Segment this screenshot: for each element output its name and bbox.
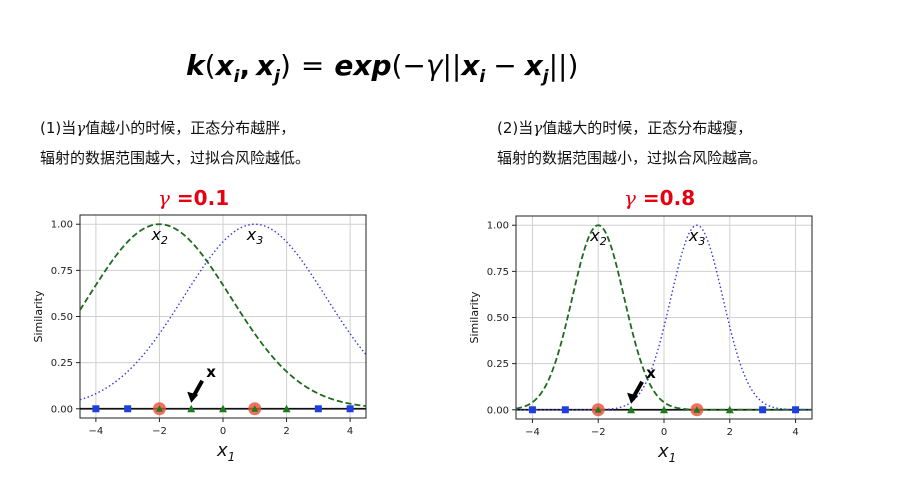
right-note-line-1: (2)当γ值越大的时候，正态分布越瘦， <box>497 113 767 143</box>
green-triangle-point-1 <box>660 405 668 414</box>
y-tick-label-2: 0.50 <box>487 313 509 324</box>
y-axis-label: Similarity <box>468 291 481 343</box>
blue-square-point-3 <box>792 406 800 414</box>
similarity-curve-x3 <box>79 223 367 401</box>
curve-label-x3: x3 <box>246 225 263 247</box>
similarity-curve-x2 <box>515 224 812 411</box>
x-axis-label: x1 <box>657 441 676 465</box>
right-gamma-symbol: γ <box>624 186 636 210</box>
left-gamma-value: =0.1 <box>169 186 230 210</box>
right-gamma-title: γ =0.8 <box>624 186 695 210</box>
left-note-line-2: 辐射的数据范围越大，过拟合风险越低。 <box>40 149 311 167</box>
landmark-marker-1 <box>693 406 701 413</box>
y-tick-label-0: 0.00 <box>51 404 73 415</box>
right-note-prefix: (2)当 <box>497 119 534 137</box>
blue-square-point-0 <box>92 405 100 413</box>
y-tick-label-1: 0.25 <box>487 359 509 370</box>
green-triangle-point-0 <box>187 404 196 413</box>
annotation-arrow-head <box>627 392 639 404</box>
green-triangle-point-2 <box>282 404 291 413</box>
x-tick-label-3: 2 <box>283 426 289 437</box>
left-note-prefix: (1)当 <box>40 119 77 137</box>
kernel-formula: k(xi, xj) = exp(−γ||xi − xj||) <box>186 42 746 88</box>
green-triangle-point-2 <box>725 405 734 414</box>
x-tick-label-1: −2 <box>152 426 167 437</box>
landmark-marker-1 <box>251 405 259 412</box>
left-gamma-symbol: γ <box>158 186 170 210</box>
curve-label-x2: x2 <box>150 225 167 247</box>
y-tick-label-0: 0.00 <box>487 405 509 416</box>
curve-label-x3: x3 <box>688 226 705 248</box>
y-tick-label-1: 0.25 <box>51 358 73 369</box>
right-note-line-2: 辐射的数据范围越小，过拟合风险越高。 <box>497 149 768 167</box>
formula-text: k(xi, xj) = exp(−γ||xi − xj||) <box>186 49 578 87</box>
right-note-gamma: γ <box>533 119 543 137</box>
x-tick-label-3: 2 <box>727 427 733 438</box>
y-tick-label-3: 0.75 <box>487 267 509 278</box>
y-axis-label: Similarity <box>32 290 45 342</box>
landmark-marker-0 <box>155 405 163 412</box>
x-tick-label-4: 4 <box>347 426 353 437</box>
blue-square-point-1 <box>124 405 132 413</box>
left-note-line1-rest: 值越小的时候，正态分布越胖， <box>85 119 296 137</box>
blue-square-point-2 <box>314 405 322 413</box>
x-tick-label-2: 0 <box>661 427 667 438</box>
left-gamma-title: γ =0.1 <box>158 186 229 210</box>
y-tick-label-4: 1.00 <box>51 220 73 231</box>
y-tick-label-2: 0.50 <box>51 312 73 323</box>
x-tick-label-2: 0 <box>220 426 226 437</box>
green-triangle-point-0 <box>627 405 636 414</box>
x-axis-label: x1 <box>216 440 235 464</box>
blue-square-point-2 <box>759 406 767 414</box>
green-triangle-point-1 <box>219 404 227 413</box>
annotation-label: x <box>206 363 216 381</box>
curve-label-x2: x2 <box>589 226 606 248</box>
x-tick-label-1: −2 <box>591 427 606 438</box>
left-note-line-1: (1)当γ值越小的时候，正态分布越胖， <box>40 113 310 143</box>
left-note: (1)当γ值越小的时候，正态分布越胖， 辐射的数据范围越大，过拟合风险越低。 <box>40 113 310 173</box>
annotation-label: x <box>646 364 656 382</box>
right-gamma-value: =0.8 <box>635 186 696 210</box>
right-similarity-chart: x2 x3 −4 −2 0 2 4 0.00 0.25 0.50 0.75 1.00 Similarit… <box>468 215 813 465</box>
right-note-line1-rest: 值越大的时候，正态分布越瘦， <box>542 119 753 137</box>
blue-square-point-3 <box>346 405 354 413</box>
left-note-gamma: γ <box>76 119 86 137</box>
x-tick-label-0: −4 <box>89 426 104 437</box>
annotation-arrow-head <box>187 391 199 403</box>
x-tick-label-0: −4 <box>525 427 540 438</box>
blue-square-point-0 <box>528 406 536 414</box>
similarity-curve-x2 <box>79 223 367 407</box>
landmark-marker-0 <box>594 406 602 413</box>
x-tick-label-4: 4 <box>792 427 798 438</box>
right-note: (2)当γ值越大的时候，正态分布越瘦， 辐射的数据范围越小，过拟合风险越高。 <box>497 113 767 173</box>
y-tick-label-3: 0.75 <box>51 266 73 277</box>
left-similarity-chart: x2 x3 −4 −2 0 2 4 0.00 0.25 0.50 0.75 1.00 Similarit… <box>32 214 367 464</box>
formula-svg: k(xi, xj) = exp(−γ||xi − xj||) <box>186 49 578 87</box>
y-tick-label-4: 1.00 <box>487 221 509 232</box>
blue-square-point-1 <box>561 406 569 414</box>
